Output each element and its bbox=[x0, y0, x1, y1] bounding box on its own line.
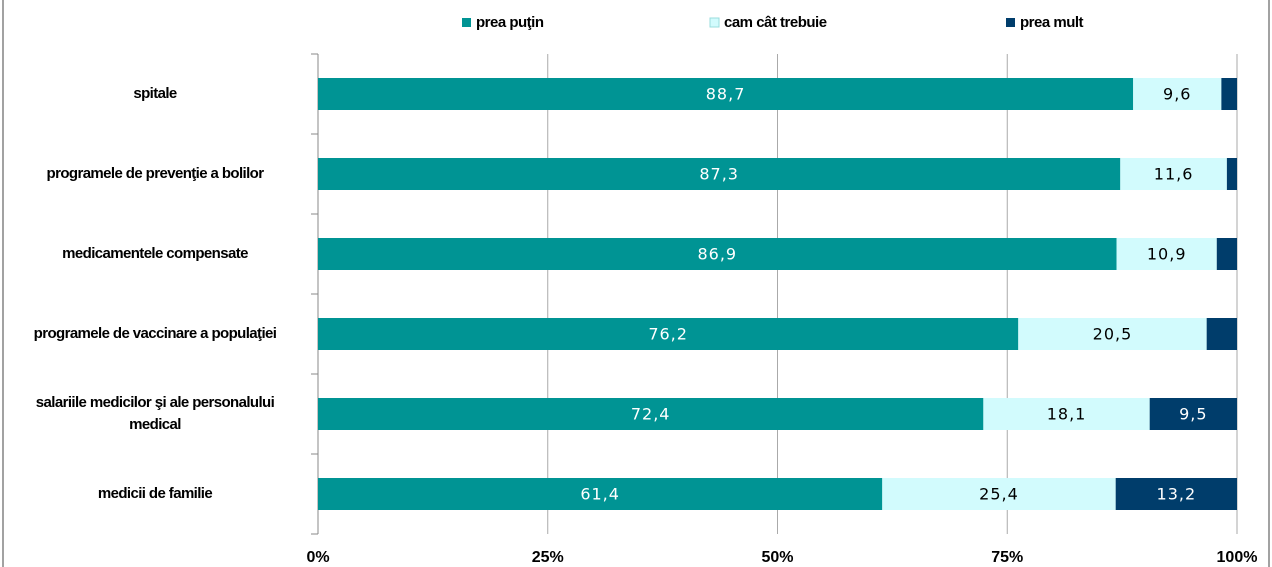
data-label: 72,4 bbox=[631, 405, 671, 424]
y-tick-label: medicii de familie bbox=[97, 485, 213, 502]
bar-segment bbox=[318, 158, 1121, 190]
data-label: 87,3 bbox=[699, 165, 739, 184]
bar-segment bbox=[1149, 398, 1237, 430]
bar-segment bbox=[1133, 78, 1222, 110]
y-tick-label: salariile medicilor şi ale personalului … bbox=[35, 394, 275, 433]
y-tick-label: spitale bbox=[133, 85, 177, 102]
legend-swatch bbox=[709, 17, 720, 28]
data-label: 9,5 bbox=[1179, 405, 1207, 424]
bar-segment bbox=[983, 398, 1150, 430]
y-tick-label: medicamentele compensate bbox=[62, 245, 248, 262]
legend-label: cam cât trebuie bbox=[724, 14, 827, 31]
data-label: 20,5 bbox=[1093, 325, 1133, 344]
bar-segment bbox=[318, 238, 1117, 270]
bar-segment bbox=[1216, 238, 1237, 270]
data-label: 10,9 bbox=[1147, 245, 1187, 264]
x-tick-label: 50% bbox=[761, 549, 793, 566]
bar-segment bbox=[318, 478, 883, 510]
x-tick-label: 0% bbox=[306, 549, 329, 566]
y-tick-label: programele de prevenţie a bolilor bbox=[46, 165, 265, 182]
bar-segment bbox=[318, 318, 1019, 350]
data-label: 13,2 bbox=[1157, 485, 1197, 504]
bar-segment bbox=[1116, 238, 1217, 270]
bar-segment bbox=[882, 478, 1116, 510]
x-tick-label: 100% bbox=[1217, 549, 1258, 566]
bar-segment bbox=[1018, 318, 1207, 350]
bar-segment bbox=[1120, 158, 1227, 190]
bar-segment bbox=[1221, 78, 1237, 110]
legend-label: prea puţin bbox=[476, 14, 544, 31]
legend-swatch bbox=[462, 18, 471, 27]
bar-segment bbox=[1226, 158, 1237, 190]
data-label: 18,1 bbox=[1047, 405, 1087, 424]
bar-segment bbox=[1115, 478, 1237, 510]
data-label: 88,7 bbox=[706, 85, 746, 104]
data-label: 86,9 bbox=[697, 245, 737, 264]
data-label: 76,2 bbox=[648, 325, 688, 344]
bar-segment bbox=[318, 78, 1134, 110]
x-tick-label: 25% bbox=[532, 549, 564, 566]
legend-swatch bbox=[1006, 18, 1015, 27]
bar-segment bbox=[318, 398, 984, 430]
data-label: 25,4 bbox=[979, 485, 1019, 504]
x-tick-label: 75% bbox=[991, 549, 1023, 566]
y-tick-label: programele de vaccinare a populaţiei bbox=[33, 325, 277, 342]
legend-label: prea mult bbox=[1020, 14, 1084, 31]
data-label: 11,6 bbox=[1154, 165, 1194, 184]
data-label: 9,6 bbox=[1163, 85, 1191, 104]
bar-segment bbox=[1206, 318, 1237, 350]
data-label: 61,4 bbox=[580, 485, 620, 504]
